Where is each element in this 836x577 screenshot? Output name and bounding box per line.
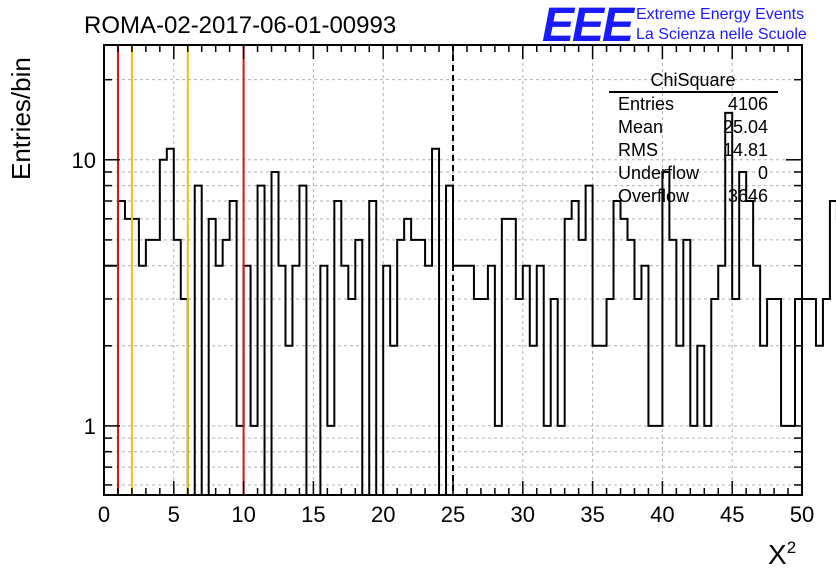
stats-overflow-label: Overflow <box>618 186 690 206</box>
run-title: ROMA-02-2017-06-01-00993 <box>84 12 396 39</box>
logo-line-1: Extreme Energy Events <box>636 6 804 23</box>
stats-entries-label: Entries <box>618 94 674 114</box>
stats-entries-value: 4106 <box>728 94 768 114</box>
x-tick-label: 50 <box>790 502 814 527</box>
stats-rms-value: 14.81 <box>723 140 768 160</box>
x-tick-label: 15 <box>301 502 325 527</box>
stats-underflow-label: Underflow <box>618 163 700 183</box>
x-tick-label: 0 <box>98 502 110 527</box>
histogram-outline <box>104 111 836 496</box>
eee-logo: EEE <box>542 0 636 52</box>
y-tick-label: 10 <box>72 148 96 173</box>
x-tick-label: 40 <box>650 502 674 527</box>
stats-box: ChiSquare Entries 4106 Mean 25.04 RMS 14… <box>609 70 778 206</box>
x-tick-label: 45 <box>720 502 744 527</box>
x-tick-label: 35 <box>580 502 604 527</box>
y-tick-label: 1 <box>84 414 96 439</box>
x-tick-label: 25 <box>441 502 465 527</box>
x-tick-label: 10 <box>231 502 255 527</box>
stats-title: ChiSquare <box>650 70 735 90</box>
x-tick-label: 20 <box>371 502 395 527</box>
stats-overflow-value: 3646 <box>728 186 768 206</box>
logo-line-2: La Scienza nelle Scuole <box>636 26 807 43</box>
x-tick-label: 5 <box>168 502 180 527</box>
stats-mean-value: 25.04 <box>723 117 768 137</box>
axes: 0 5 10 15 20 25 30 35 40 45 50 1 10 <box>72 44 814 527</box>
stats-mean-label: Mean <box>618 117 663 137</box>
stats-rms-label: RMS <box>618 140 658 160</box>
x-axis-label: X2 <box>768 538 796 570</box>
histogram <box>104 111 836 496</box>
y-axis-label: Entries/bin <box>6 57 36 180</box>
stats-underflow-value: 0 <box>758 163 768 183</box>
x-tick-label: 30 <box>511 502 535 527</box>
reference-lines <box>116 45 454 495</box>
